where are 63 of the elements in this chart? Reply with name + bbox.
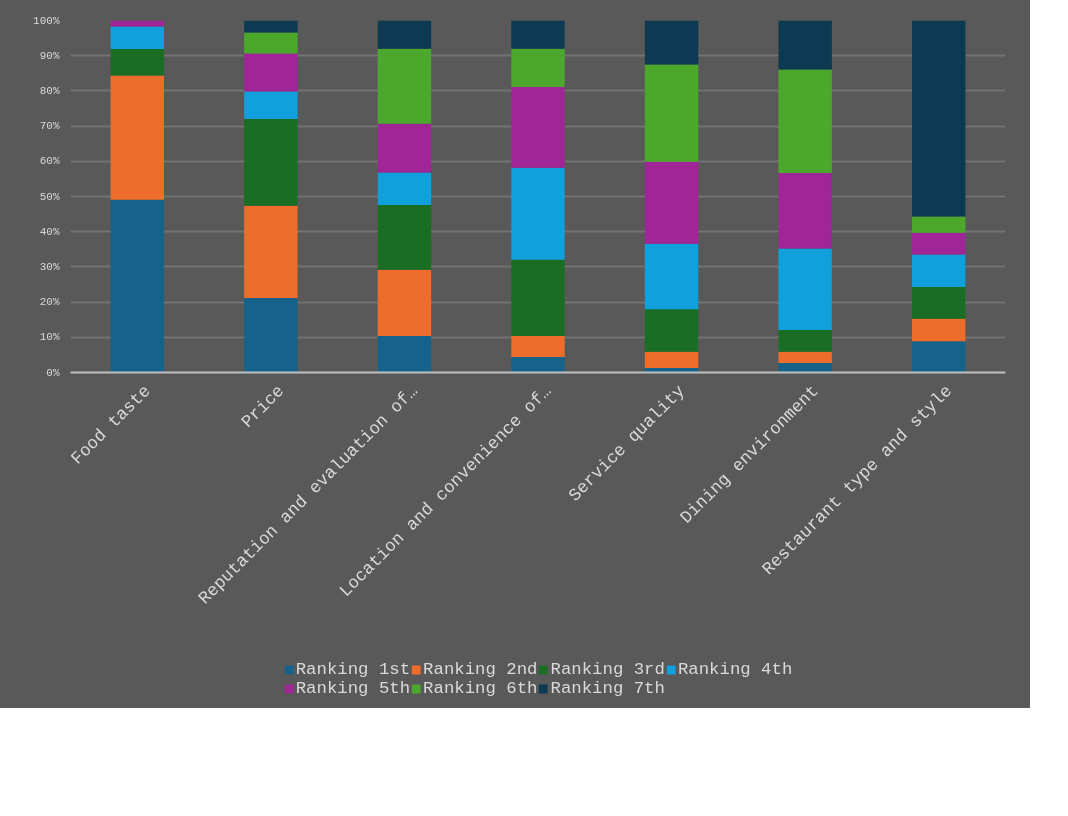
y-tick-label: 80% [39, 84, 60, 97]
y-tick-label: 50% [39, 190, 60, 203]
bar [377, 172, 432, 205]
bar [644, 309, 699, 352]
y-tick-label: 0% [46, 366, 60, 379]
bar [778, 363, 832, 373]
y-tick-label: 90% [39, 49, 60, 62]
legend-label: Ranking 3rd [550, 660, 665, 679]
bar [110, 199, 164, 373]
bar [912, 254, 966, 287]
bar [511, 20, 565, 49]
bar [912, 20, 966, 217]
bar [377, 204, 432, 270]
bar [511, 357, 565, 373]
bar [244, 32, 298, 54]
bar [110, 26, 164, 50]
bar [244, 53, 298, 92]
bar [244, 91, 298, 120]
bar [244, 20, 298, 33]
bar [912, 286, 966, 319]
bar [110, 49, 164, 76]
bar [377, 123, 432, 173]
legend-label: Ranking 6th [423, 679, 538, 698]
y-tick-label: 30% [39, 260, 60, 273]
bar [778, 20, 832, 70]
bar [511, 335, 565, 358]
bar [912, 318, 966, 342]
bar [912, 341, 966, 373]
legend-label: Ranking 2nd [423, 660, 538, 679]
y-tick-label: 20% [39, 296, 60, 309]
bar [644, 351, 699, 368]
bar [110, 75, 164, 200]
bar [511, 167, 565, 260]
bar [644, 20, 699, 65]
bar [511, 259, 565, 336]
bar [778, 172, 832, 249]
y-tick-label: 40% [39, 225, 60, 238]
legend-label: Ranking 7th [550, 679, 665, 698]
bar [912, 232, 966, 255]
y-tick-label: 70% [39, 120, 60, 133]
y-tick-label: 10% [39, 331, 60, 344]
bar [244, 119, 298, 206]
bar [778, 351, 832, 363]
bar [644, 64, 699, 162]
y-tick-label: 60% [39, 155, 60, 168]
bar [511, 48, 565, 88]
y-tick-label: 100% [33, 14, 60, 27]
legend-label: Ranking 1st [295, 660, 411, 679]
bar [778, 69, 832, 173]
legend-label: Ranking 5th [295, 679, 411, 698]
bar [377, 335, 432, 373]
bar [511, 87, 565, 168]
bar [377, 20, 432, 49]
bar [912, 216, 966, 233]
bar [244, 205, 298, 298]
bar [778, 248, 832, 330]
bar [644, 243, 699, 310]
legend-label: Ranking 4th [677, 660, 793, 679]
bar [778, 329, 832, 352]
bar [377, 269, 432, 336]
bar [377, 48, 432, 124]
bar [644, 161, 699, 244]
bar [244, 297, 298, 373]
